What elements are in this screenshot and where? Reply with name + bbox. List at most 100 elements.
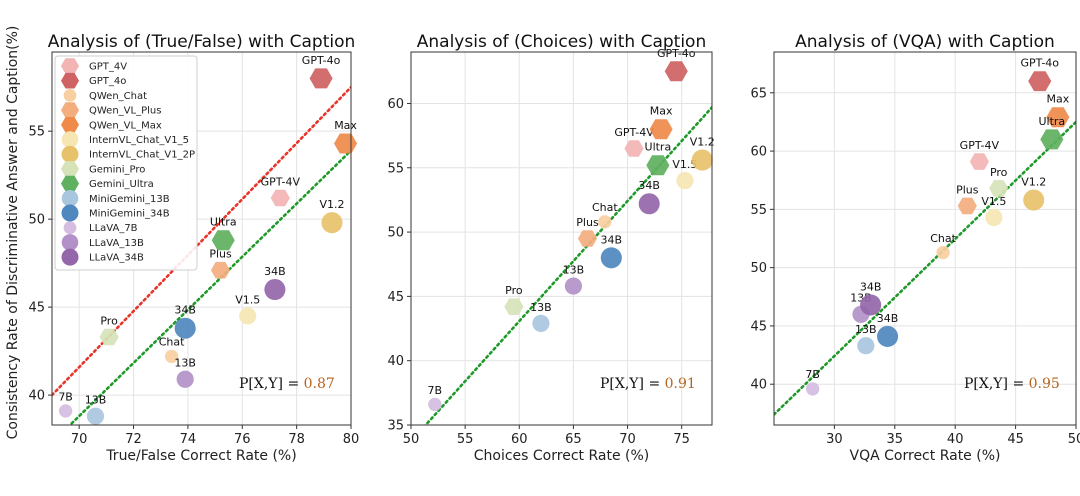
point-label: Plus [209, 248, 232, 261]
point-gemini-ultra [646, 155, 670, 176]
point-label: V1.5 [235, 293, 260, 306]
legend-marker-qwen-chat [63, 89, 77, 102]
point-label: GPT-4o [302, 54, 341, 67]
correlation-annotation: P[X,Y] = 0.87 [239, 376, 335, 392]
point-minigemini-34b [174, 317, 196, 339]
point-minigemini-34b [600, 247, 622, 269]
legend-marker-gpt-4o [61, 72, 79, 89]
chart-title: Analysis of (VQA) with Caption [795, 32, 1055, 52]
data-points: GPT-4V GPT-4o Chat Plus Max V1.5 V1.2 Pro Ultra 1… [428, 47, 715, 412]
point-label: 34B [860, 280, 882, 293]
x-tick-label: 76 [234, 432, 251, 447]
legend-label: LLaVA_13B [89, 238, 144, 249]
point-label: Ultra [210, 216, 237, 229]
point-label: GPT-4V [960, 139, 1000, 152]
point-minigemini-13b [532, 314, 550, 332]
point-qwen-vl-plus [577, 230, 598, 247]
point-label: Max [650, 105, 673, 118]
plot-frame [410, 51, 713, 426]
point-label: GPT-4o [657, 47, 696, 60]
legend-marker-gemini-pro [61, 161, 79, 177]
legend-label: QWen_VL_Max [89, 120, 162, 131]
legend-marker-qwen-vl-max [61, 117, 79, 133]
x-tick-label: 55 [457, 432, 474, 447]
y-tick-label: 55 [750, 203, 767, 218]
point-gpt-4v [270, 189, 290, 207]
x-tick-label: 78 [288, 432, 305, 447]
point-label: 13B [563, 263, 585, 276]
point-label: 34B [601, 233, 623, 246]
correlation-annotation: P[X,Y] = 0.95 [964, 376, 1060, 392]
point-llava-7b [58, 404, 73, 418]
y-tick-label: 35 [387, 419, 404, 434]
point-label: 7B [428, 384, 443, 397]
legend-marker-llava-7b [63, 221, 77, 235]
point-qwen-vl-max [334, 133, 358, 154]
point-internvl-chat-v1-5 [985, 208, 1003, 227]
point-label: 34B [264, 265, 286, 278]
point-gpt-4o [1028, 71, 1052, 92]
point-label: 13B [174, 357, 196, 370]
point-label: Plus [956, 183, 979, 196]
y-tick-label: 55 [387, 161, 404, 176]
point-qwen-chat [164, 349, 179, 364]
point-label: 13B [530, 301, 552, 314]
red-trend-line [52, 85, 351, 397]
legend-marker-qwen-vl-plus [61, 102, 79, 118]
point-llava-7b [805, 382, 820, 396]
legend-label: GPT_4V [89, 62, 127, 73]
legend-label: GPT_4o [89, 76, 126, 87]
y-tick-label: 40 [750, 378, 767, 393]
x-tick-label: 80 [343, 432, 360, 447]
legend-label: LLaVA_7B [89, 223, 138, 234]
point-internvl-chat-v1-5 [239, 307, 257, 325]
correlation-prefix: P[X,Y] = [600, 376, 665, 392]
legend-label: Gemini_Pro [89, 164, 145, 175]
y-axis-label: Consistency Rate of Discriminative Answe… [5, 26, 21, 440]
point-label: Chat [159, 336, 185, 349]
point-label: GPT-4o [1020, 57, 1059, 70]
point-qwen-chat [598, 215, 612, 229]
correlation-annotation: P[X,Y] = 0.91 [600, 376, 696, 392]
point-llava-13b [176, 370, 194, 388]
point-qwen-vl-plus [210, 261, 231, 279]
point-label: Pro [505, 284, 523, 297]
point-label: Max [334, 119, 357, 132]
point-label: GPT-4V [261, 175, 301, 188]
x-tick-label: 72 [125, 432, 142, 447]
legend-marker-llava-34b [61, 248, 79, 266]
data-points: GPT-4V GPT-4o Chat Plus Max V1.5 V1.2 Pro Ultra 1… [58, 54, 357, 425]
chart-title: Analysis of (Choices) with Caption [417, 32, 706, 52]
x-tick-label: 60 [511, 432, 528, 447]
legend-marker-minigemini-13b [61, 190, 79, 207]
point-minigemini-34b [877, 325, 899, 347]
legend-label: QWen_VL_Plus [89, 106, 161, 117]
point-gpt-4o [664, 61, 688, 82]
legend-label: QWen_Chat [89, 91, 147, 102]
y-tick-label: 55 [28, 125, 45, 140]
point-llava-34b [860, 294, 882, 316]
point-label: V1.2 [1021, 176, 1046, 189]
chart-panel-3: GPT-4V GPT-4o Chat Plus Max V1.5 V1.2 Pro Ultra 1… [750, 32, 1080, 464]
point-internvl-chat-v1-2p [691, 149, 713, 171]
point-label: 34B [174, 304, 196, 317]
legend-box [54, 55, 198, 271]
point-llava-7b [428, 397, 442, 412]
legend-marker-gpt-4v [61, 58, 79, 74]
y-tick-label: 40 [28, 389, 45, 404]
y-tick-label: 45 [387, 290, 404, 305]
y-tick-label: 60 [750, 145, 767, 160]
chart-title: Analysis of (True/False) with Caption [48, 32, 356, 52]
point-label: 34B [877, 312, 899, 325]
point-label: 13B [85, 394, 107, 407]
correlation-value: 0.95 [1029, 376, 1060, 392]
correlation-prefix: P[X,Y] = [239, 376, 304, 392]
y-tick-label: 45 [28, 301, 45, 316]
point-internvl-chat-v1-2p [321, 212, 343, 234]
green-trend-line [774, 120, 1076, 416]
point-gpt-4o [309, 68, 333, 89]
point-gpt-4v [624, 140, 644, 157]
point-label: V1.5 [672, 158, 697, 171]
y-tick-label: 50 [750, 261, 767, 276]
